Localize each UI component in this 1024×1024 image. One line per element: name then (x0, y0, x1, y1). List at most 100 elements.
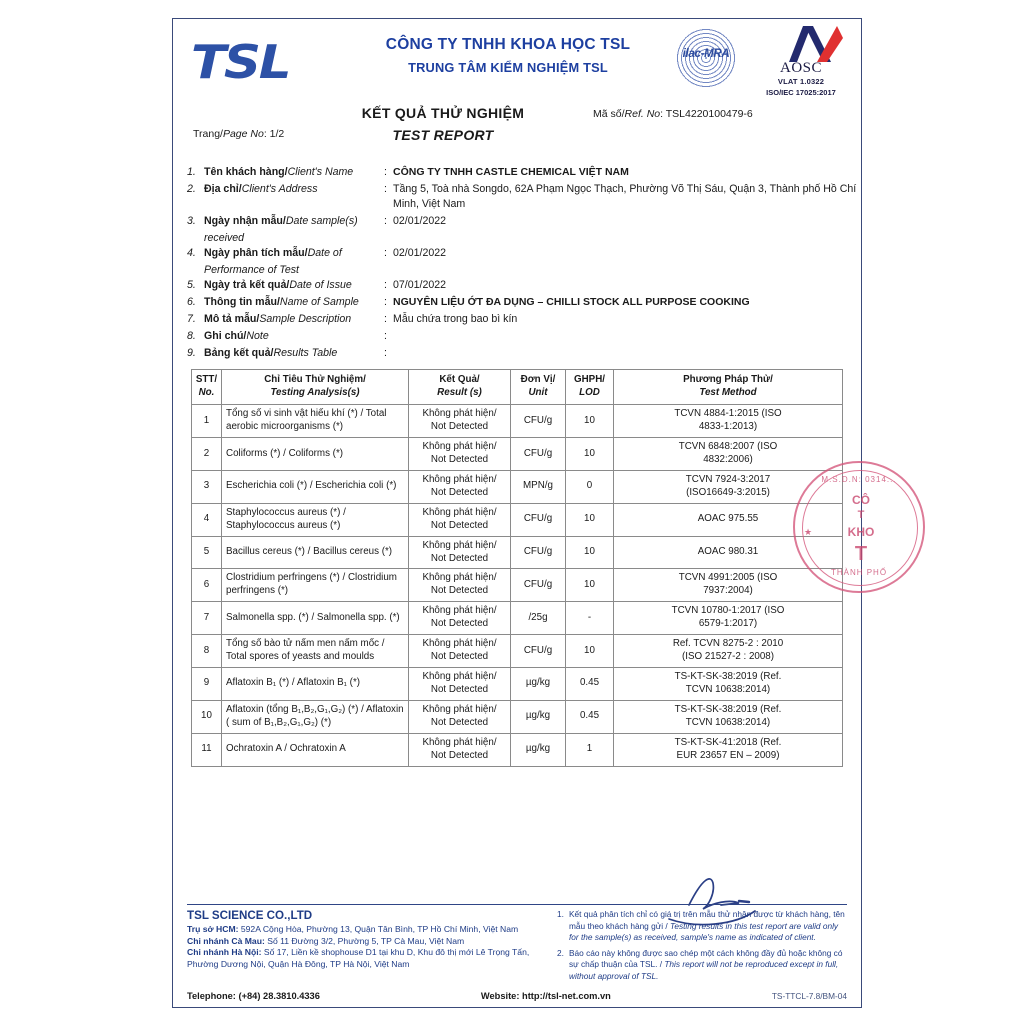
info-row: 6. Thông tin mẫu/Name of Sample: NGUYÊN LI… (187, 295, 861, 310)
table-row: 8 Tổng số bào tử nấm men nấm mốc / Total … (191, 634, 843, 668)
cell-method: AOAC 975.55 (613, 502, 843, 537)
footer-notes-block: 1. Kết quả phân tích chỉ có giá trị trên … (557, 909, 847, 987)
aosc-vlat: VLAT 1.0322 (777, 77, 825, 86)
footer-address: Chi nhánh Hà Nội: Số 17, Liền kề shophou… (187, 947, 530, 969)
info-number: 3. (187, 215, 196, 228)
ref-label-en: Ref. No (624, 108, 661, 120)
info-colon: : (384, 247, 387, 260)
col-no: STT/No. (191, 369, 222, 406)
cell-unit: CFU/g (510, 502, 566, 537)
info-colon: : (384, 215, 387, 228)
col-analysis: Chỉ Tiêu Thử Nghiệm/Testing Analysis(s) (221, 369, 409, 406)
cell-method: TCVN 10780-1:2017 (ISO 6579-1:2017) (613, 601, 843, 636)
cell-unit: CFU/g (510, 437, 566, 471)
cell-analysis: Tổng số vi sinh vật hiếu khí (*) / Total… (221, 404, 409, 439)
cell-unit: /25g (510, 601, 566, 636)
results-table-wrap: STT/No. Chỉ Tiêu Thử Nghiệm/Testing Anal… (173, 363, 861, 767)
title-block: KẾT QUẢ THỬ NGHIỆM TEST REPORT Trang/Pag… (173, 105, 861, 157)
table-row: 1 Tổng số vi sinh vật hiếu khí (*) / Tota… (191, 404, 843, 439)
cell-analysis: Escherichia coli (*) / Escherichia coli … (221, 469, 409, 504)
info-value: Mẫu chứa trong bao bì kín (393, 313, 518, 326)
info-value: Tầng 5, Toà nhà Songdo, 62A Phạm Ngọc Th… (393, 183, 857, 211)
footer-document-code: TS-TTCL-7.8/BM-04 (771, 991, 847, 1001)
info-label: Tên khách hàng/Client's Name (204, 166, 354, 178)
footer-note: 2. Báo cáo này không được sao chép một cá… (557, 948, 847, 982)
cell-result: Không phát hiện/Not Detected (408, 601, 511, 636)
company-subtitle-vn: TRUNG TÂM KIỂM NGHIỆM TSL (408, 60, 608, 75)
info-row: 5. Ngày trả kết quả/Date of Issue:07/01/2… (187, 278, 861, 293)
info-label: Địa chỉ/Client's Address (204, 183, 318, 196)
cell-method: Ref. TCVN 8275-2 : 2010 (ISO 21527-2 : 20… (613, 634, 843, 668)
cell-result: Không phát hiện/Not Detected (408, 502, 511, 537)
cell-lod: 0.45 (565, 699, 614, 734)
cell-method: TS-KT-SK-38:2019 (Ref. TCVN 10638:2014) (613, 699, 843, 734)
cell-no: 1 (191, 404, 222, 439)
info-number: 6. (187, 296, 196, 309)
info-row: 2. Địa chỉ/Client's Address: Tầng 5, Toà n… (187, 182, 861, 212)
page-value: : 1/2 (263, 128, 285, 140)
cell-result: Không phát hiện/Not Detected (408, 699, 511, 734)
info-number: 4. (187, 247, 196, 260)
info-colon: : (384, 347, 387, 360)
info-value: 02/01/2022 (393, 247, 447, 260)
footer-address: Chi nhánh Cà Mau: Số 11 Đường 3/2, Phườn… (187, 935, 465, 946)
table-row: 11 Ochratoxin A / Ochratoxin A Không phát … (191, 732, 843, 767)
page-number: Trang/Page No: 1/2 (193, 128, 284, 140)
cell-no: 3 (191, 469, 222, 504)
info-row: 9. Bảng kết quả/Results Table: (187, 346, 861, 361)
footer-divider (187, 904, 847, 906)
info-number: 8. (187, 330, 196, 343)
col-method: Phương Pháp Thử/Test Method (613, 369, 843, 406)
cell-method: TCVN 6848:2007 (ISO 4832:2006) (613, 437, 843, 471)
col-result: Kết Quả/Result (s) (408, 369, 511, 406)
cell-result: Không phát hiện/Not Detected (408, 666, 511, 701)
cell-result: Không phát hiện/Not Detected (408, 535, 511, 570)
cell-no: 5 (191, 535, 222, 570)
cell-no: 9 (191, 666, 222, 701)
cell-result: Không phát hiện/Not Detected (408, 404, 511, 439)
footer-website[interactable]: Website: http://tsl-net.com.vn (480, 991, 611, 1001)
cell-unit: µg/kg (510, 666, 566, 701)
cell-result: Không phát hiện/Not Detected (408, 634, 511, 668)
cell-no: 2 (191, 437, 222, 471)
cell-analysis: Aflatoxin B₁ (*) / Aflatoxin B₁ (*) (221, 666, 409, 701)
report-header: TSL CÔNG TY TNHH KHOA HỌC TSL TRUNG TÂM … (173, 19, 861, 105)
report-page: TSL CÔNG TY TNHH KHOA HỌC TSL TRUNG TÂM … (172, 18, 925, 1008)
info-label: Ngày trả kết quả/Date of Issue (204, 279, 352, 292)
cell-lod: 0.45 (565, 666, 614, 701)
info-value: CÔNG TY TNHH CASTLE CHEMICAL VIỆT NAM (393, 166, 629, 178)
info-number: 5. (187, 279, 196, 292)
table-row: 10 Aflatoxin (tổng B₁,B₂,G₁,G₂) (*) / Afl… (191, 699, 843, 734)
table-row: 5 Bacillus cereus (*) / Bacillus cereus (… (191, 535, 843, 570)
footer-note-number: 2. (557, 948, 564, 959)
info-label: Ghi chú/Note (204, 330, 269, 343)
aosc-label: AOSC (779, 60, 822, 76)
table-row: 6 Clostridium perfringens (*) / Clostridi… (191, 568, 843, 603)
cell-method: TCVN 4991:2005 (ISO 7937:2004) (613, 568, 843, 603)
info-colon: : (384, 313, 387, 326)
info-value: 07/01/2022 (393, 279, 447, 292)
footer-address-list: Trụ sở HCM: 592A Cộng Hòa, Phường 13, Qu… (187, 924, 547, 970)
table-row: 2 Coliforms (*) / Coliforms (*) Không phát… (191, 437, 843, 471)
info-row: 7. Mô tả mẫu/Sample Description: Mẫu chứa … (187, 312, 861, 327)
info-row: 3. Ngày nhận mẫu/Date sample(s):02/01/202… (187, 214, 861, 229)
cell-result: Không phát hiện/Not Detected (408, 469, 511, 504)
aosc-logo: AOSC VLAT 1.0322 ISO/IEC 17025:2017 (751, 24, 851, 97)
table-row: 3 Escherichia coli (*) / Escherichia coli… (191, 469, 843, 504)
cell-lod: 10 (565, 535, 614, 570)
cell-analysis: Tổng số bào tử nấm men nấm mốc / Total s… (221, 634, 409, 668)
info-number: 7. (187, 313, 196, 326)
info-row: 8. Ghi chú/Note: (187, 329, 861, 344)
cell-analysis: Aflatoxin (tổng B₁,B₂,G₁,G₂) (*) / Aflat… (221, 699, 409, 734)
cell-unit: CFU/g (510, 535, 566, 570)
col-unit: Đơn Vị/Unit (510, 369, 566, 406)
cell-unit: CFU/g (510, 568, 566, 603)
cell-method: TCVN 7924-3:2017 (ISO16649-3:2015) (613, 469, 843, 504)
page-label-vn: Trang/ (193, 128, 223, 140)
results-table: STT/No. Chỉ Tiêu Thử Nghiệm/Testing Anal… (191, 369, 843, 767)
info-value: 02/01/2022 (393, 215, 447, 228)
col-lod: GHPH/LOD (565, 369, 614, 406)
cell-no: 6 (191, 568, 222, 603)
info-colon: : (384, 166, 387, 178)
info-label: Bảng kết quả/Results Table (204, 347, 338, 360)
